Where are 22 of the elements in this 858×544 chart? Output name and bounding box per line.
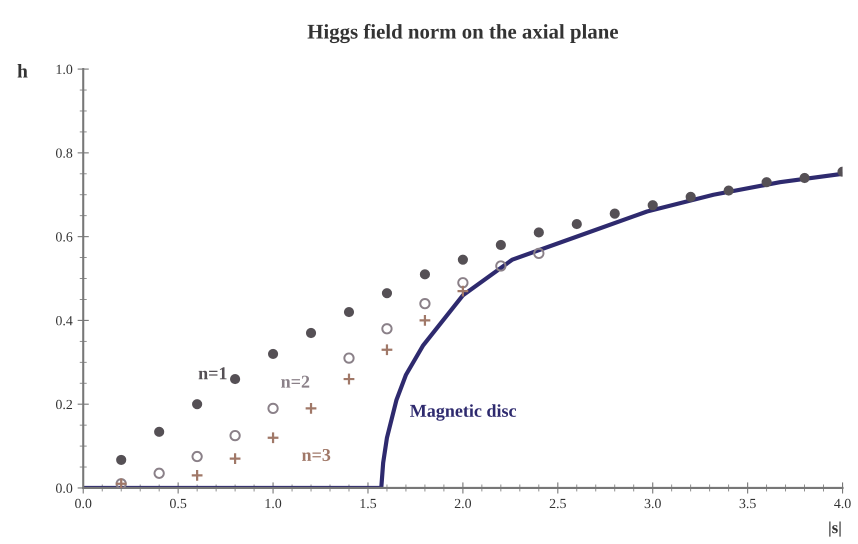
- x-tick-label: 2.0: [454, 498, 472, 508]
- x-tick-label: 0.0: [75, 498, 92, 508]
- x-tick-label: 1.0: [266, 498, 282, 508]
- y-tick-label: 0.0: [56, 484, 72, 493]
- y-tick-label: 0.8: [56, 148, 72, 158]
- y-axis-title: h: [18, 64, 28, 78]
- y-tick-label: 1.0: [56, 64, 72, 74]
- y-tick-label: 0.2: [56, 400, 72, 410]
- x-tick-label: 0.5: [170, 498, 186, 508]
- x-tick-label: 2.5: [550, 498, 566, 508]
- x-tick-label: 3.0: [644, 498, 661, 508]
- x-axis-title: |s|: [829, 521, 841, 537]
- series-label: Magnetic disc: [410, 404, 516, 421]
- x-tick-label: 3.5: [740, 498, 756, 508]
- chart-title: Higgs field norm on the axial plane: [308, 24, 618, 44]
- x-tick-label: 1.5: [360, 498, 376, 508]
- y-tick-label: 0.6: [56, 232, 72, 242]
- series-label: n=1: [198, 367, 227, 380]
- series-label: n=3: [302, 448, 330, 462]
- x-tick-label: 4.0: [834, 498, 851, 508]
- series-label: n=2: [281, 376, 310, 388]
- y-tick-label: 0.4: [56, 316, 73, 326]
